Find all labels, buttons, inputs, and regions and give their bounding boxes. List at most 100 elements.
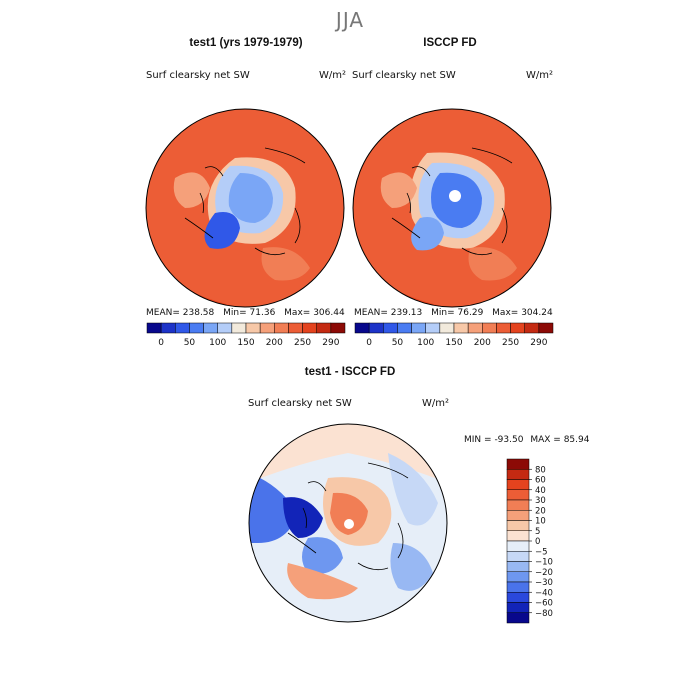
- diff-panel-units: W/m²: [422, 398, 450, 409]
- colorbar-swatch: [302, 322, 317, 334]
- colorbar-tick-label: 290: [322, 338, 339, 348]
- panel-1-variable: Surf clearsky net SW: [146, 70, 250, 81]
- colorbar-tick-label: −40: [535, 588, 553, 598]
- colorbar-tick-label: 0: [535, 537, 540, 547]
- colorbar-tick-label: 200: [266, 338, 283, 348]
- map3-se-blue: [390, 543, 433, 591]
- colorbar-swatch: [383, 322, 398, 334]
- colorbar-tick-label: 250: [294, 338, 311, 348]
- colorbar-swatch: [506, 602, 530, 613]
- colorbar-tick-label: 5: [535, 527, 540, 537]
- colorbar-swatch: [259, 322, 275, 334]
- panel-2-mean: 239.13: [390, 308, 423, 318]
- map1-border: [145, 108, 345, 308]
- colorbar-swatch: [453, 322, 469, 334]
- map3-east-blue: [388, 453, 438, 526]
- panel-2-units: W/m²: [526, 70, 554, 81]
- colorbar-tick-label: 290: [530, 338, 547, 348]
- map1-coastlines: [184, 147, 306, 256]
- panel-2-max: 304.24: [521, 308, 553, 318]
- panel-2-stats: MEAN= 239.13 Min= 76.29 Max= 304.24: [354, 308, 553, 318]
- colorbar-swatch: [368, 322, 384, 334]
- colorbar-tick-label: 80: [535, 465, 546, 475]
- diff-panel-title: test1 - ISCCP FD: [304, 366, 396, 378]
- panel-1-mean: 238.58: [182, 308, 215, 318]
- min-label: Min=: [223, 308, 247, 318]
- map3-south-red: [287, 563, 358, 600]
- panel-1-title: test1 (yrs 1979-1979): [189, 37, 303, 49]
- colorbar-swatch: [506, 551, 530, 562]
- colorbar-swatch: [411, 322, 426, 334]
- diff-min-label: MIN =: [464, 435, 492, 445]
- colorbar-tick-label: 150: [445, 338, 462, 348]
- colorbar-tick-label: 20: [535, 506, 546, 516]
- colorbar-swatch: [397, 322, 412, 334]
- colorbar-swatch: [506, 581, 530, 593]
- season-title: JJA: [335, 8, 365, 32]
- diff-max-label: MAX =: [530, 435, 561, 445]
- map2-land-2: [380, 172, 417, 208]
- colorbar-swatch: [538, 322, 554, 334]
- panel-1-stats: MEAN= 238.58 Min= 71.36 Max= 306.44: [146, 308, 345, 318]
- colorbar-swatch: [506, 571, 530, 583]
- map3-greenland: [302, 537, 343, 574]
- panel-2-title: ISCCP FD: [423, 37, 477, 49]
- colorbar-tick-label: 10: [535, 517, 546, 527]
- colorbar-tick-label: −10: [535, 558, 553, 568]
- map-panel-1: [145, 108, 345, 308]
- colorbar-tick-label: 40: [535, 486, 546, 496]
- colorbar-swatch: [425, 322, 441, 334]
- map3-coastlines: [287, 462, 409, 571]
- colorbar-swatch: [506, 458, 530, 470]
- map1-greenland: [204, 212, 240, 249]
- colorbar-swatch: [288, 322, 303, 334]
- colorbar-tick-label: 100: [209, 338, 226, 348]
- colorbar-swatch: [506, 469, 530, 480]
- map2-border: [352, 108, 552, 308]
- colorbar-swatch: [510, 322, 525, 334]
- colorbar-swatch: [231, 322, 247, 334]
- colorbar-tick-label: −20: [535, 568, 553, 578]
- colorbar-swatch: [316, 322, 332, 334]
- mean-label: MEAN=: [354, 308, 388, 318]
- colorbar-swatch: [506, 499, 530, 511]
- map3-west-blue: [249, 473, 298, 543]
- colorbar-swatch: [330, 322, 346, 334]
- colorbar-swatch: [506, 561, 530, 572]
- map2-land-1: [468, 247, 517, 281]
- colorbar-swatch: [524, 322, 540, 334]
- colorbar-swatch: [439, 322, 455, 334]
- colorbar-swatch: [160, 322, 176, 334]
- colorbar-swatch: [217, 322, 233, 334]
- colorbar-tick-label: 100: [417, 338, 434, 348]
- colorbar-swatch: [506, 540, 530, 552]
- diff-min-value: -93.50: [494, 435, 524, 445]
- colorbar-tick-label: 30: [535, 496, 546, 506]
- colorbar-swatch: [467, 322, 483, 334]
- map2-coastlines: [391, 147, 513, 256]
- map3-centre-red: [330, 492, 368, 535]
- map3-border: [248, 423, 448, 623]
- min-label: Min=: [431, 308, 455, 318]
- map2-pole-gap: [449, 190, 461, 202]
- colorbar-swatch: [506, 479, 530, 490]
- map-diff-panel: [248, 423, 448, 623]
- colorbar-swatch: [506, 592, 530, 603]
- colorbar-tick-label: −5: [535, 547, 548, 557]
- diff-panel-variable: Surf clearsky net SW: [248, 398, 352, 409]
- max-label: Max=: [492, 308, 519, 318]
- map3-dark-blue: [283, 497, 323, 538]
- panel-1-units: W/m²: [319, 70, 347, 81]
- colorbar-tick-label: 150: [237, 338, 254, 348]
- colorbar-swatch: [274, 322, 289, 334]
- max-label: Max=: [284, 308, 311, 318]
- panel-2-variable: Surf clearsky net SW: [352, 70, 456, 81]
- colorbar-swatch: [482, 322, 497, 334]
- colorbar-tick-label: −30: [535, 578, 553, 588]
- colorbar-swatch: [203, 322, 218, 334]
- colorbar-swatch: [245, 322, 261, 334]
- panel-1-max: 306.44: [313, 308, 345, 318]
- colorbar-tick-label: 60: [535, 476, 546, 486]
- colorbar-swatch: [506, 489, 530, 501]
